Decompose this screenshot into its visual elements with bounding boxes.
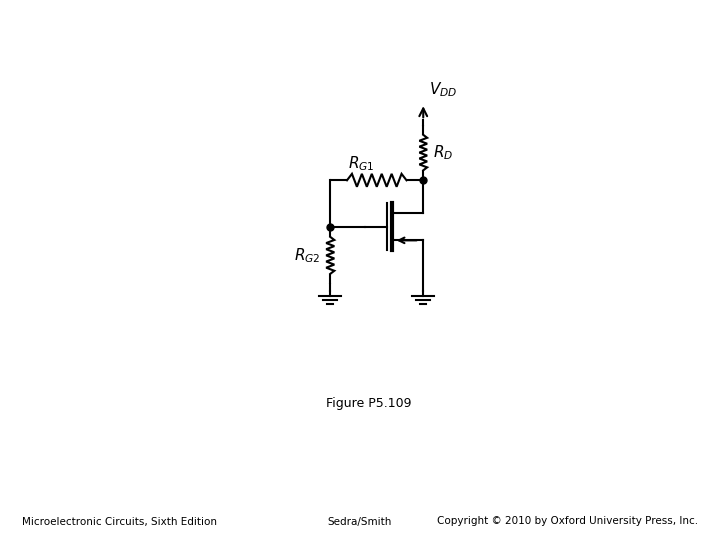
Text: Figure P5.109: Figure P5.109 (326, 397, 412, 410)
Text: $R_D$: $R_D$ (433, 143, 453, 162)
Text: Sedra/Smith: Sedra/Smith (328, 516, 392, 526)
Text: $R_{G1}$: $R_{G1}$ (348, 154, 374, 173)
Text: Microelectronic Circuits, Sixth Edition: Microelectronic Circuits, Sixth Edition (22, 516, 217, 526)
Text: Copyright © 2010 by Oxford University Press, Inc.: Copyright © 2010 by Oxford University Pr… (437, 516, 698, 526)
Text: $R_{G2}$: $R_{G2}$ (294, 246, 321, 265)
Text: $V_{DD}$: $V_{DD}$ (429, 81, 458, 99)
